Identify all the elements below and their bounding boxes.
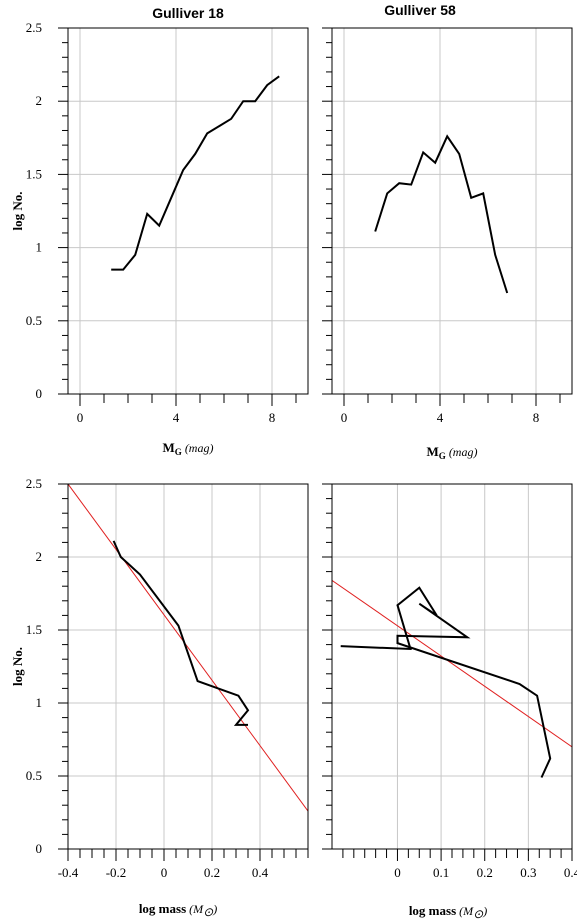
x-tick-label: -0.4	[58, 865, 79, 880]
series-line	[340, 586, 552, 778]
series-line	[111, 75, 280, 271]
plot-frame	[331, 27, 573, 395]
chart-panel-1: 0 4 8 0 0.5 1 1.5 2 2.5 Gulliver 18 MG (mag) log No…	[10, 5, 309, 457]
y-tick-label: 1	[36, 695, 43, 710]
chart-panel-4: 0 0.1 0.2 0.3 0.4 log mass (M⊙)	[322, 483, 577, 921]
x-tick-label: 4	[173, 410, 180, 425]
y-tick-label: 0	[36, 386, 43, 401]
y-tick-label: 1.5	[26, 622, 42, 637]
x-tick-label: 8	[533, 410, 540, 425]
plot-frame	[67, 483, 309, 850]
y-tick-label: 0.5	[26, 313, 42, 328]
x-axis-label: log mass (M⊙)	[139, 901, 217, 919]
x-tick-label: 4	[437, 410, 444, 425]
x-tick-label: 0	[341, 410, 348, 425]
x-tick-label: 0.1	[433, 865, 449, 880]
panel-title: Gulliver 58	[384, 2, 456, 18]
y-tick-label: 2.5	[26, 476, 42, 491]
x-tick-label: 0.2	[204, 865, 220, 880]
x-tick-label: -0.2	[106, 865, 127, 880]
plot-frame	[67, 27, 309, 395]
plot-frame	[331, 483, 573, 850]
x-tick-label: 0	[394, 865, 401, 880]
x-axis-label: MG (mag)	[427, 444, 478, 461]
x-axis-label: log mass (M⊙)	[409, 903, 487, 921]
y-tick-label: 2	[36, 93, 43, 108]
x-tick-label: 0	[161, 865, 168, 880]
y-tick-label: 1	[36, 240, 43, 255]
x-tick-label: 8	[269, 410, 276, 425]
x-tick-label: 0.3	[520, 865, 536, 880]
y-tick-label: 1.5	[26, 166, 42, 181]
y-tick-label: 2.5	[26, 20, 42, 35]
panel-title: Gulliver 18	[152, 5, 224, 21]
y-tick-label: 0	[36, 841, 43, 856]
chart-panel-2: 0 4 8 Gulliver 58 MG (mag)	[322, 2, 573, 461]
x-tick-label: 0	[77, 410, 84, 425]
y-axis-label: log No.	[10, 192, 25, 231]
y-axis-label: log No.	[10, 647, 25, 686]
x-axis-label: MG (mag)	[163, 440, 214, 457]
y-tick-label: 2	[36, 549, 43, 564]
series-line	[374, 134, 509, 294]
fit-line	[68, 484, 308, 812]
x-tick-label: 0.4	[564, 865, 577, 880]
chart-panel-3: -0.4 -0.2 0 0.2 0.4 0 0.5 1 1.5 2 2.5 log mass (M⊙)…	[10, 476, 309, 919]
y-tick-label: 0.5	[26, 768, 42, 783]
series-line	[112, 540, 250, 726]
x-tick-label: 0.2	[477, 865, 493, 880]
x-tick-label: 0.4	[252, 865, 269, 880]
fit-line	[332, 579, 572, 748]
